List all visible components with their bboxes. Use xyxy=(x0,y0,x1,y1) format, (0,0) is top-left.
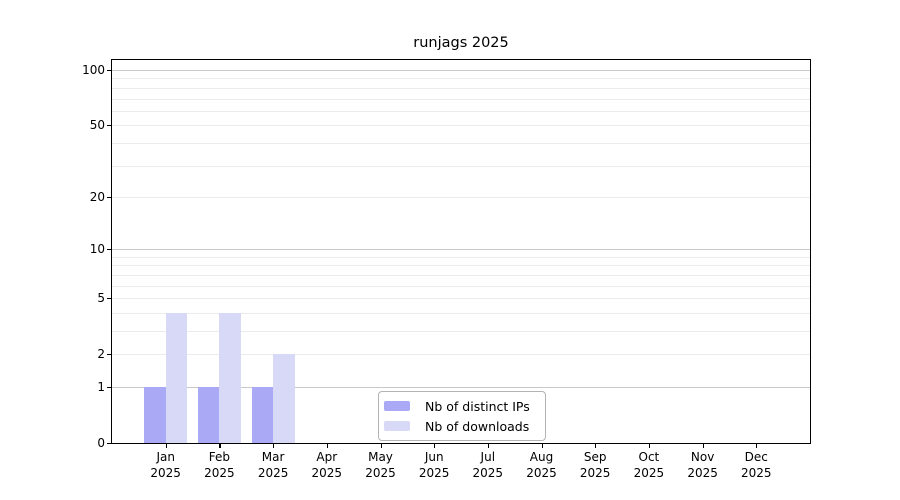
bar-distinct-ips xyxy=(251,387,274,443)
gridline-minor xyxy=(112,87,810,89)
y-tick-mark xyxy=(107,249,111,251)
chart-title: runjags 2025 xyxy=(413,35,509,51)
gridline-minor xyxy=(112,331,810,332)
x-tick-label: Feb 2025 xyxy=(204,450,235,480)
legend-swatch-icon xyxy=(384,400,410,412)
gridline-minor xyxy=(112,110,810,112)
x-tick-label: Oct 2025 xyxy=(633,450,665,480)
legend: Nb of distinct IPs Nb of downloads xyxy=(378,391,546,441)
y-tick-label: 0 xyxy=(97,436,105,450)
gridline-minor xyxy=(112,78,810,80)
x-tick-label: Jan 2025 xyxy=(150,450,181,480)
x-tick-label: Jun 2025 xyxy=(418,450,450,480)
gridline-minor xyxy=(112,312,810,314)
gridline-minor xyxy=(112,354,810,356)
x-tick-label: Apr 2025 xyxy=(311,450,343,480)
x-tick-label: Nov 2025 xyxy=(687,450,718,480)
gridline-minor xyxy=(112,285,810,287)
gridline-major xyxy=(112,70,810,71)
gridline-minor xyxy=(112,98,810,100)
bar-distinct-ips xyxy=(197,387,220,443)
x-tick-mark xyxy=(273,444,275,448)
x-tick-label: Sep 2025 xyxy=(579,450,611,480)
gridline-minor xyxy=(112,196,810,198)
legend-swatch-icon xyxy=(384,420,410,432)
gridline-minor xyxy=(112,165,810,167)
y-tick-mark xyxy=(107,70,111,72)
y-tick-mark xyxy=(107,298,111,300)
gridline-minor xyxy=(112,298,810,300)
x-tick-mark xyxy=(541,444,543,448)
gridline-minor xyxy=(112,256,810,258)
bar-downloads xyxy=(273,354,295,443)
y-tick-label: 1 xyxy=(97,380,105,394)
y-tick-mark xyxy=(107,125,111,127)
x-tick-mark xyxy=(648,444,651,448)
y-tick-mark xyxy=(107,196,111,199)
x-tick-mark xyxy=(702,444,704,448)
gridline-minor xyxy=(112,265,810,267)
x-tick-mark xyxy=(595,444,597,448)
x-tick-mark xyxy=(487,444,489,448)
gridline-minor xyxy=(112,274,810,276)
x-tick-label: Aug 2025 xyxy=(526,450,557,480)
gridline-major xyxy=(112,387,810,388)
y-tick-label: 10 xyxy=(89,242,105,257)
plot-area: Nb of distinct IPs Nb of downloads 0 1 2 5 10… xyxy=(82,59,811,480)
x-tick-mark xyxy=(434,444,436,448)
x-tick-mark xyxy=(756,444,758,448)
gridline-major xyxy=(112,249,810,251)
x-tick-mark xyxy=(326,444,328,448)
y-tick-label: 20 xyxy=(89,189,105,204)
x-tick-label: Dec 2025 xyxy=(741,450,772,480)
gridline-minor xyxy=(112,142,810,144)
y-tick-mark xyxy=(107,387,111,389)
gridline-minor xyxy=(112,125,810,127)
legend-label: Nb of distinct IPs xyxy=(425,398,530,414)
x-tick-label: Mar 2025 xyxy=(257,450,289,480)
bar-downloads xyxy=(165,312,188,443)
x-tick-mark xyxy=(219,444,221,448)
y-tick-mark xyxy=(107,443,111,445)
bar-distinct-ips xyxy=(144,387,166,443)
y-tick-label: 100 xyxy=(82,63,105,77)
y-tick-mark xyxy=(107,354,111,356)
legend-item: Nb of distinct IPs xyxy=(384,396,539,416)
x-tick-mark xyxy=(165,444,167,448)
x-tick-label: May 2025 xyxy=(365,450,396,480)
x-tick-mark xyxy=(380,444,382,448)
y-tick-label: 5 xyxy=(97,291,105,306)
legend-item: Nb of downloads xyxy=(384,416,539,436)
bar-downloads xyxy=(219,312,241,443)
y-tick-label: 2 xyxy=(97,347,105,362)
x-tick-label: Jul 2025 xyxy=(472,450,504,480)
legend-label: Nb of downloads xyxy=(425,418,530,434)
y-tick-label: 50 xyxy=(89,118,105,133)
